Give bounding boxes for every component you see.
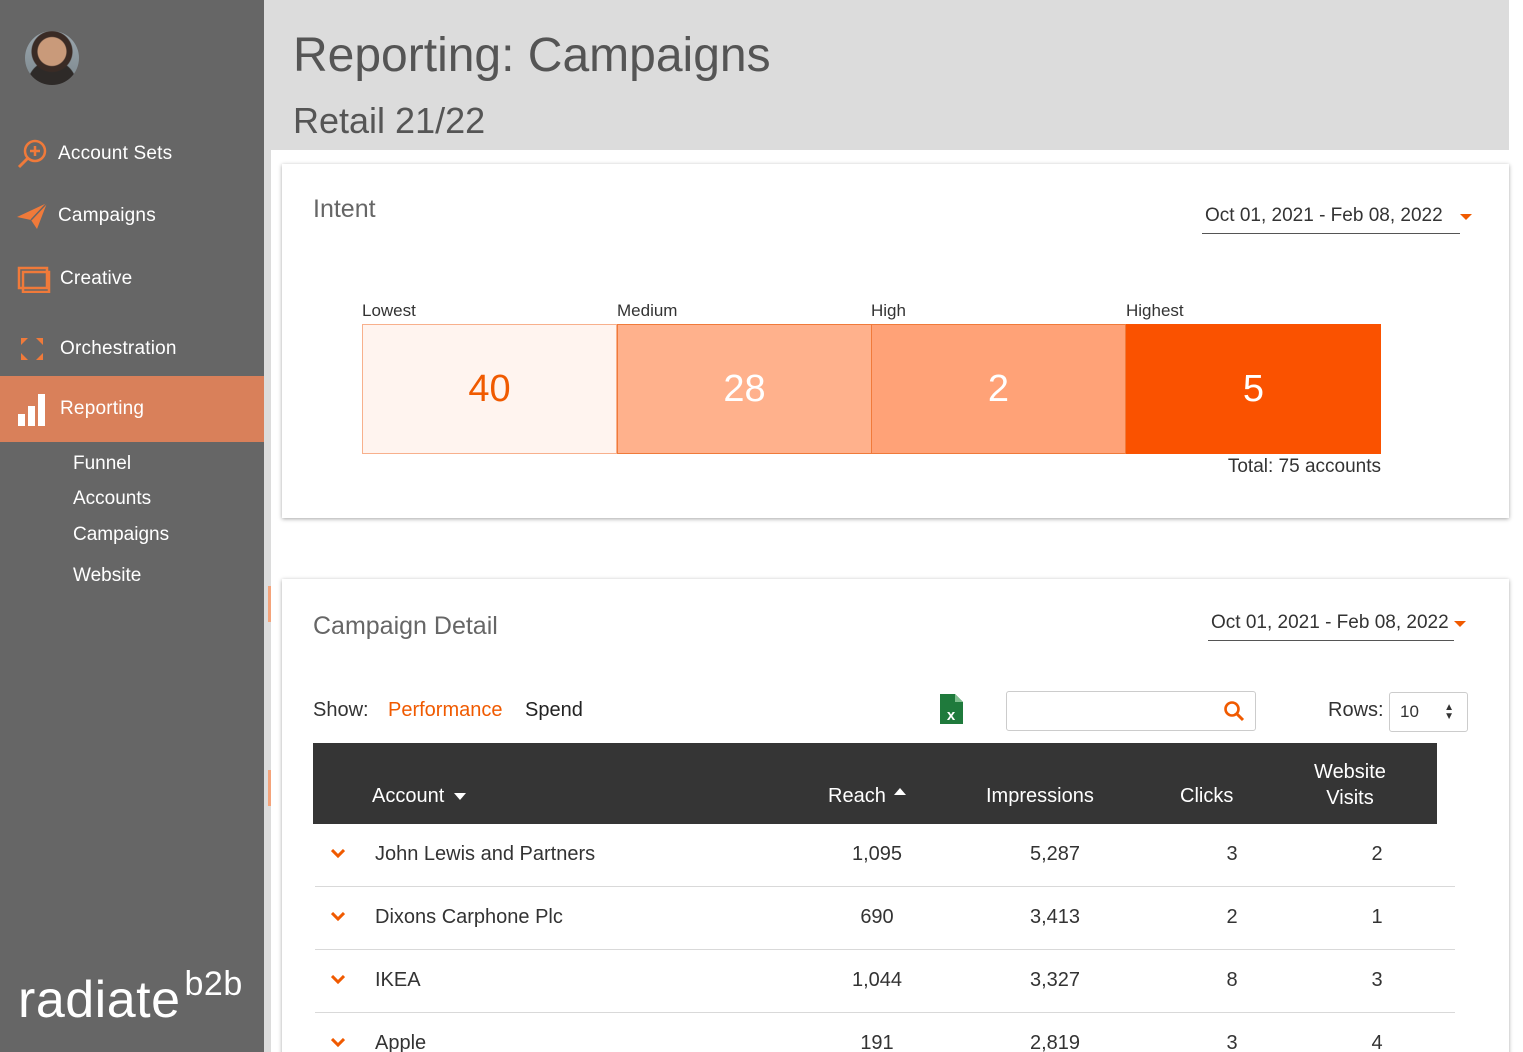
logo-text: radiate <box>18 971 181 1029</box>
rows-select[interactable]: 10 ▲ ▼ <box>1389 692 1468 732</box>
window-icon <box>16 261 52 297</box>
cell-impressions: 2,819 <box>1029 1032 1081 1052</box>
nav-label: Creative <box>60 268 133 289</box>
nav-reporting[interactable]: Reporting <box>0 376 264 442</box>
chevron-down-icon[interactable] <box>1454 621 1466 627</box>
table-row[interactable]: John Lewis and Partners 1,095 5,287 3 2 <box>315 824 1455 887</box>
excel-export-icon[interactable]: x <box>938 693 964 730</box>
subnav-accounts[interactable]: Accounts <box>73 488 152 509</box>
cell-clicks: 3 <box>1226 1032 1238 1052</box>
cell-reach: 690 <box>860 906 894 928</box>
cell-clicks: 3 <box>1226 843 1238 865</box>
cell-reach: 191 <box>860 1032 894 1052</box>
sidebar: Account Sets Campaigns Creative Orchestr… <box>0 0 264 1052</box>
table-row[interactable]: Dixons Carphone Plc 690 3,413 2 1 <box>315 887 1455 950</box>
cell-account: Dixons Carphone Plc <box>375 906 563 928</box>
nav-account-sets[interactable]: Account Sets <box>0 128 264 180</box>
detail-date-range[interactable]: Oct 01, 2021 - Feb 08, 2022 <box>1208 612 1454 641</box>
tab-performance[interactable]: Performance <box>388 699 503 721</box>
expand-arrows-icon <box>14 331 50 367</box>
nav-label: Orchestration <box>60 338 177 359</box>
subnav-campaigns[interactable]: Campaigns <box>73 524 170 545</box>
cell-reach: 1,044 <box>851 969 903 991</box>
edge-marker <box>268 770 271 806</box>
nav-creative[interactable]: Creative <box>0 253 264 305</box>
bar-chart-icon <box>14 391 50 427</box>
logo-sup: b2b <box>184 965 243 1003</box>
cell-clicks: 2 <box>1226 906 1238 928</box>
search-box <box>1006 691 1256 731</box>
subnav-website[interactable]: Website <box>73 565 142 586</box>
cell-account: IKEA <box>375 969 421 991</box>
tab-spend[interactable]: Spend <box>525 699 583 721</box>
nav-orchestration[interactable]: Orchestration <box>0 323 264 375</box>
cell-reach: 1,095 <box>851 843 903 865</box>
sort-asc-icon <box>894 788 907 795</box>
intent-card: Intent Oct 01, 2021 - Feb 08, 2022 Lowes… <box>282 164 1509 518</box>
cell-visits: 2 <box>1371 843 1383 865</box>
col-website-visits[interactable]: Website Visits <box>1296 759 1404 811</box>
intent-total: Total: 75 accounts <box>1227 456 1381 477</box>
segment-label-lowest: Lowest <box>362 301 416 320</box>
content-gutter <box>264 150 271 1052</box>
segment-label-medium: Medium <box>617 301 678 320</box>
col-visits-line1: Website <box>1314 761 1386 783</box>
page-subtitle: Retail 21/22 <box>293 100 486 141</box>
intent-segment-high[interactable]: 2 <box>871 324 1126 454</box>
chevron-down-icon[interactable] <box>330 1035 346 1052</box>
search-plus-icon <box>14 136 50 172</box>
table-row[interactable]: Apple 191 2,819 3 4 <box>315 1013 1455 1052</box>
cell-clicks: 8 <box>1226 969 1238 991</box>
col-reach[interactable]: Reach <box>828 785 907 808</box>
col-clicks[interactable]: Clicks <box>1180 785 1234 807</box>
sort-desc-icon <box>453 793 466 801</box>
detail-title: Campaign Detail <box>313 612 498 640</box>
chevron-down-icon[interactable] <box>1460 214 1472 220</box>
cell-impressions: 5,287 <box>1029 843 1081 865</box>
search-input[interactable] <box>1007 692 1217 730</box>
intent-date-range[interactable]: Oct 01, 2021 - Feb 08, 2022 <box>1202 205 1460 234</box>
intent-segment-medium[interactable]: 28 <box>617 324 872 454</box>
nav-label: Account Sets <box>58 143 173 164</box>
sort-arrows-icon: ▲ ▼ <box>1444 702 1454 722</box>
show-label: Show: <box>313 699 369 721</box>
cell-impressions: 3,413 <box>1029 906 1081 928</box>
cell-account: Apple <box>375 1032 427 1052</box>
edge-marker <box>268 586 271 622</box>
nav-label: Campaigns <box>58 205 156 226</box>
campaign-detail-card: Campaign Detail Oct 01, 2021 - Feb 08, 2… <box>282 579 1509 1052</box>
brand-logo: radiate b2b <box>18 965 243 1030</box>
intent-segment-highest[interactable]: 5 <box>1126 324 1381 454</box>
table-row[interactable]: IKEA 1,044 3,327 8 3 <box>315 950 1455 1013</box>
intent-title: Intent <box>313 195 376 223</box>
col-reach-label: Reach <box>828 785 886 807</box>
paper-plane-icon <box>14 198 50 234</box>
cell-impressions: 3,327 <box>1029 969 1081 991</box>
cell-visits: 4 <box>1371 1032 1383 1052</box>
segment-label-highest: Highest <box>1126 301 1184 320</box>
chevron-down-icon[interactable] <box>330 972 346 990</box>
chevron-down-icon[interactable] <box>330 909 346 927</box>
cell-visits: 3 <box>1371 969 1383 991</box>
col-account-label: Account <box>372 785 445 807</box>
col-visits-line2: Visits <box>1326 787 1374 809</box>
rows-label: Rows: <box>1328 699 1384 721</box>
svg-text:x: x <box>947 707 956 724</box>
cell-visits: 1 <box>1371 906 1383 928</box>
col-impressions[interactable]: Impressions <box>986 785 1094 807</box>
subnav-funnel[interactable]: Funnel <box>73 453 132 474</box>
page-title: Reporting: Campaigns <box>293 29 771 82</box>
search-icon[interactable] <box>1223 700 1245 727</box>
chevron-down-icon[interactable] <box>330 846 346 864</box>
cell-account: John Lewis and Partners <box>375 843 596 865</box>
avatar[interactable] <box>25 31 79 85</box>
nav-campaigns[interactable]: Campaigns <box>0 190 264 242</box>
col-account[interactable]: Account <box>372 785 466 808</box>
table-header: Account Reach Impressions Clicks Website… <box>313 743 1437 824</box>
page-header: Reporting: Campaigns Retail 21/22 <box>264 0 1509 150</box>
nav-label: Reporting <box>60 398 145 419</box>
intent-segment-lowest[interactable]: 40 <box>362 324 617 454</box>
segment-label-high: High <box>871 301 906 320</box>
rows-value: 10 <box>1400 702 1419 721</box>
